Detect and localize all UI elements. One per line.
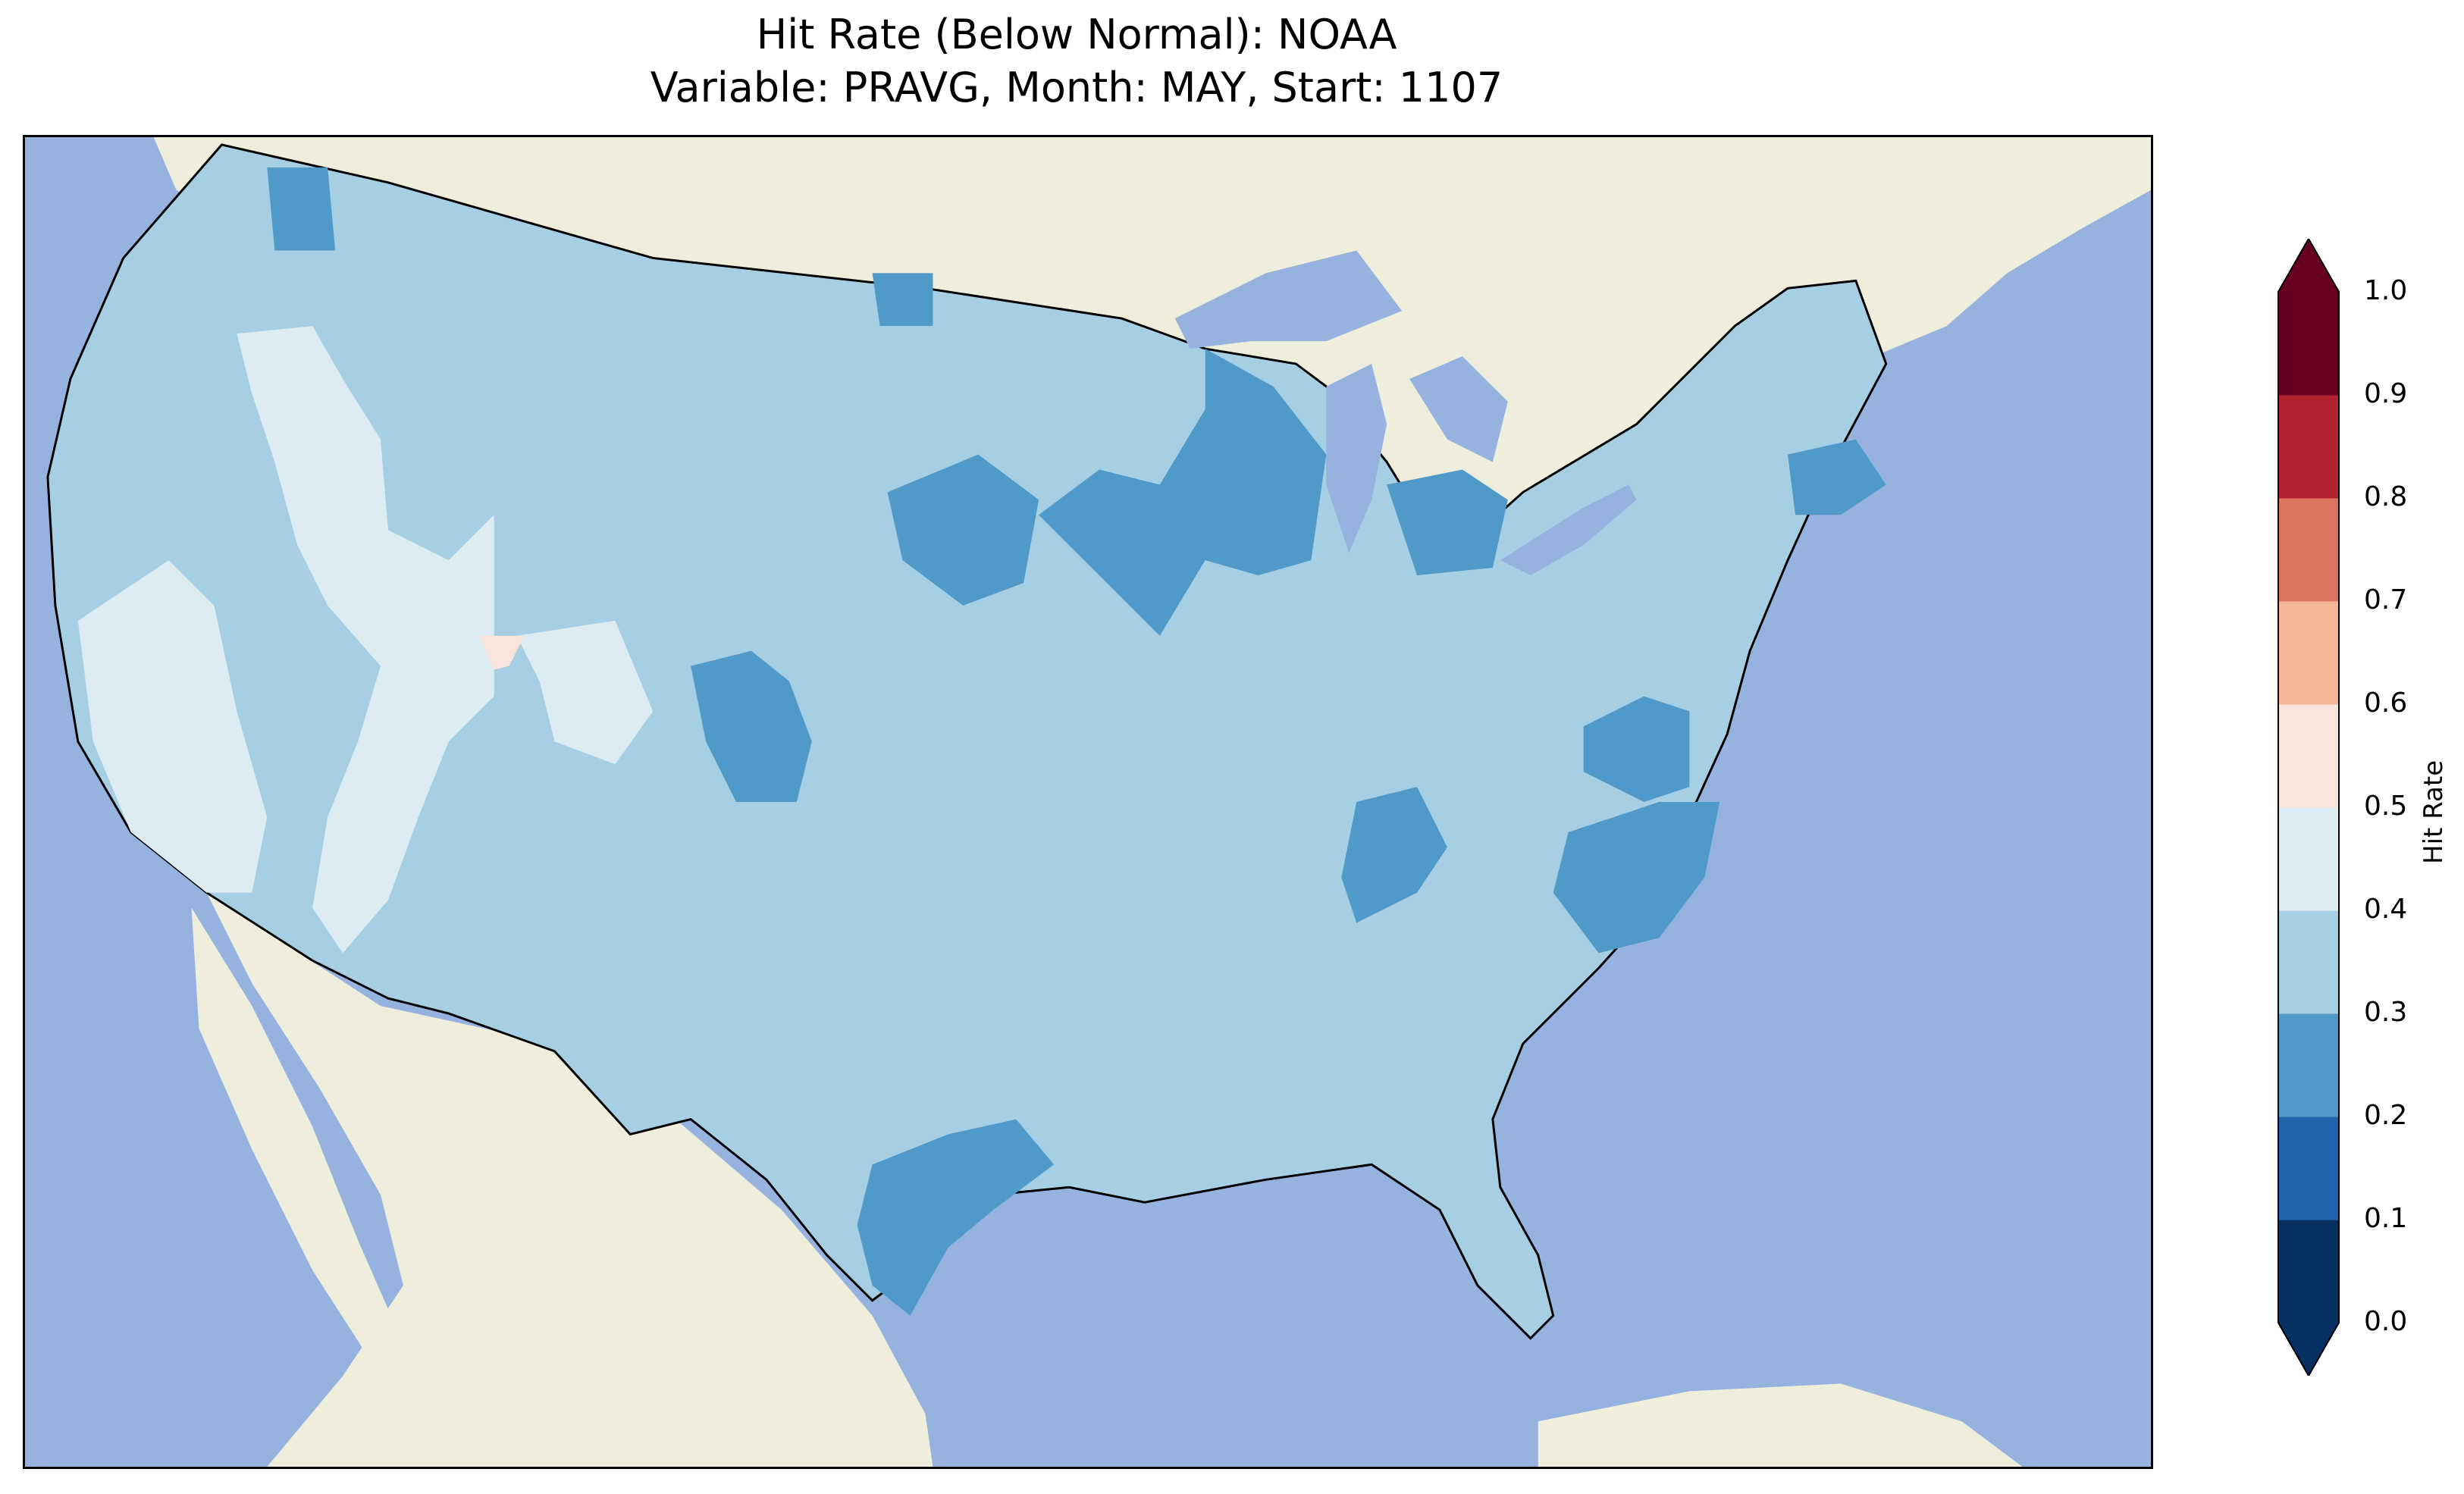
colorbar-bin xyxy=(2278,910,2339,1014)
colorado-light-area xyxy=(516,620,654,765)
dark-patch-idaho xyxy=(267,167,336,251)
colorbar-bin xyxy=(2278,807,2339,911)
colorbar-bin xyxy=(2278,498,2339,602)
colorbar-bin xyxy=(2278,1220,2339,1323)
colorbar-tick-label: 0.9 xyxy=(2364,378,2408,409)
colorbar-extend-min xyxy=(2278,1323,2339,1376)
dark-patch-sdakota xyxy=(887,454,1039,606)
map-svg xyxy=(25,137,2151,1467)
colorbar-tick-label: 0.3 xyxy=(2364,997,2408,1028)
colorbar-tick-label: 1.0 xyxy=(2364,275,2408,306)
map-panel xyxy=(23,135,2153,1469)
dark-patch-michigan xyxy=(1387,469,1508,576)
utah-pink-patch xyxy=(478,635,525,670)
lake-superior xyxy=(1174,250,1403,349)
dark-patch-kentucky xyxy=(1341,787,1447,923)
colorbar-tick-label: 0.6 xyxy=(2364,687,2408,719)
west-light-area xyxy=(77,560,268,893)
dark-patch-virginia xyxy=(1583,696,1690,802)
baja-land xyxy=(191,907,411,1377)
nevada-light-area xyxy=(237,326,494,954)
colorbar-bin xyxy=(2278,704,2339,808)
colorbar-label: Hit Rate xyxy=(2419,760,2449,864)
dark-patch-midwest xyxy=(1039,349,1327,636)
map-title-line2: Variable: PRAVG, Month: MAY, Start: 1107 xyxy=(650,64,1503,111)
dark-patch-northdakota xyxy=(872,273,933,327)
dark-patch-massachusetts xyxy=(1788,439,1886,515)
colorbar-tick-label: 0.8 xyxy=(2364,481,2408,512)
dark-patch-colorado xyxy=(691,650,812,802)
colorbar-tick-label: 0.4 xyxy=(2364,894,2408,925)
colorbar-tick-label: 0.2 xyxy=(2364,1100,2408,1131)
lake-erie xyxy=(1500,484,1637,576)
colorbar-bin xyxy=(2278,292,2339,396)
map-title-line1: Hit Rate (Below Normal): NOAA xyxy=(756,11,1397,58)
colorbar-svg xyxy=(2277,236,2340,1378)
colorbar-tick-label: 0.0 xyxy=(2364,1306,2408,1337)
colorbar-tick-label: 0.5 xyxy=(2364,791,2408,822)
dark-patch-texas xyxy=(857,1119,1055,1316)
colorbar-tick-label: 0.7 xyxy=(2364,584,2408,615)
colorbar-tick-label: 0.1 xyxy=(2364,1203,2408,1234)
lake-michigan xyxy=(1326,363,1387,553)
cuba-land xyxy=(1538,1383,2023,1467)
colorbar-bin xyxy=(2278,1013,2339,1117)
dark-patch-ncarolina xyxy=(1553,802,1720,954)
colorbar xyxy=(2267,236,2350,1378)
colorbar-extend-max xyxy=(2278,239,2339,292)
colorbar-bin xyxy=(2278,601,2339,705)
colorbar-bin xyxy=(2278,1117,2339,1220)
colorbar-bin xyxy=(2278,395,2339,499)
lake-huron xyxy=(1409,356,1508,462)
